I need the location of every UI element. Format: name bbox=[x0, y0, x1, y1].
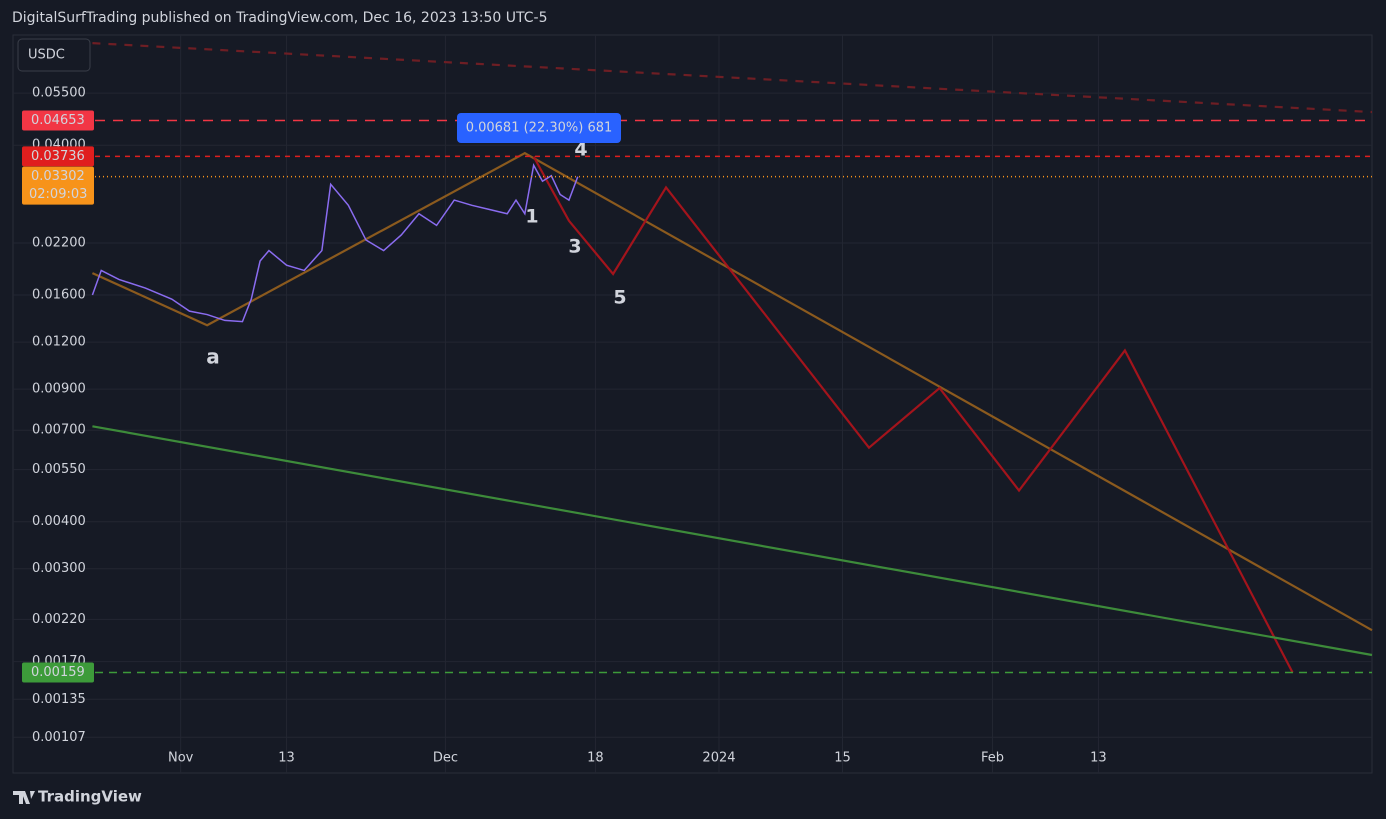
countdown: 02:09:03 bbox=[29, 187, 87, 202]
measure-box bbox=[457, 113, 621, 143]
wave-label: 1 bbox=[525, 206, 538, 228]
y-tick-label: 0.00400 bbox=[32, 514, 86, 529]
y-tick-label: 0.00700 bbox=[32, 423, 86, 438]
y-tick-label: 0.00900 bbox=[32, 382, 86, 397]
y-tick-label: 0.00135 bbox=[32, 692, 86, 707]
level-label: 0.00159 bbox=[31, 665, 85, 680]
wave-label: 5 bbox=[613, 287, 626, 309]
level-label-box bbox=[22, 166, 94, 205]
y-tick-label: 0.00550 bbox=[32, 462, 86, 477]
marks bbox=[91, 42, 1373, 674]
x-tick-label: 13 bbox=[1090, 751, 1107, 766]
plot-frame bbox=[12, 34, 1373, 774]
projection-line bbox=[92, 425, 1373, 657]
x-tick-label: 18 bbox=[587, 751, 604, 766]
y-tick-label: 0.01200 bbox=[32, 335, 86, 350]
y-tick-label: 0.01600 bbox=[32, 288, 86, 303]
y-tick-label: 0.02200 bbox=[32, 235, 86, 250]
x-tick-label: Nov bbox=[168, 751, 194, 766]
level-label-box bbox=[22, 110, 94, 131]
symbol-box[interactable] bbox=[17, 38, 91, 72]
footer-logo: TradingView bbox=[38, 788, 142, 806]
y-tick-label: 0.05500 bbox=[32, 86, 86, 101]
header: DigitalSurfTrading published on TradingV… bbox=[12, 10, 548, 26]
x-tick-label: Feb bbox=[981, 751, 1004, 766]
level-label-box bbox=[22, 146, 94, 167]
y-tick-label: 0.00220 bbox=[32, 612, 86, 627]
logo-icon bbox=[13, 791, 35, 804]
y-tick-label: 0.00300 bbox=[32, 561, 86, 576]
wave-label: 3 bbox=[568, 236, 581, 258]
grid bbox=[13, 35, 1372, 773]
symbol: USDC bbox=[28, 48, 65, 63]
level-label: 0.03736 bbox=[31, 149, 85, 164]
level-label-box bbox=[22, 662, 94, 683]
level-label: 0.03302 bbox=[31, 169, 85, 184]
x-tick-label: 2024 bbox=[702, 751, 735, 766]
x-tick-label: 13 bbox=[278, 751, 295, 766]
wave-label: a bbox=[206, 345, 220, 369]
projection-line bbox=[92, 42, 1373, 114]
price-line bbox=[91, 162, 579, 323]
level-label: 0.04653 bbox=[31, 113, 85, 128]
wave-label: 4 bbox=[574, 139, 587, 161]
y-tick-label: 0.00107 bbox=[32, 730, 86, 745]
measure-label: 0.00681 (22.30%) 681 bbox=[466, 121, 613, 136]
projection-line bbox=[532, 156, 1294, 674]
x-tick-label: 15 bbox=[834, 751, 851, 766]
x-tick-label: Dec bbox=[433, 751, 458, 766]
